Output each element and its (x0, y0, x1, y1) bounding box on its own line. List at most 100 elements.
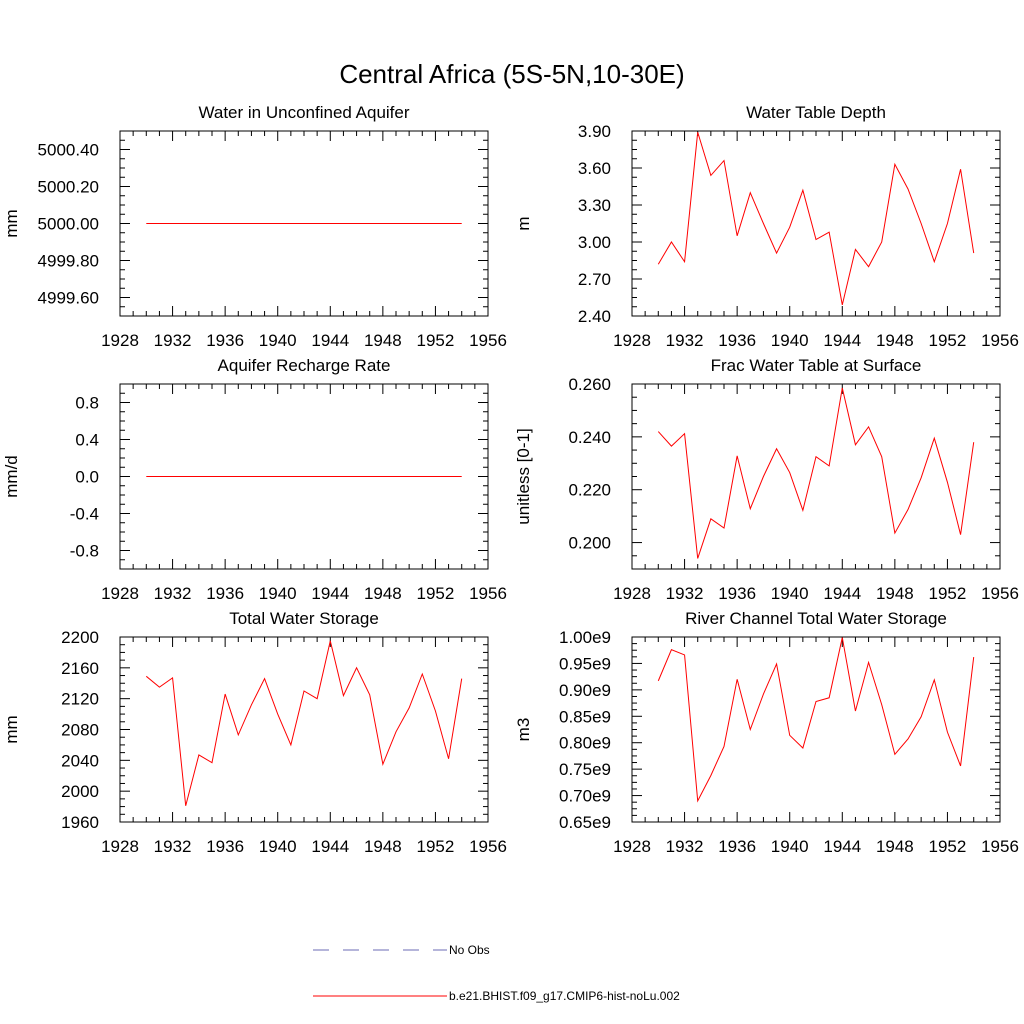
x-tick-label: 1928 (613, 584, 651, 603)
y-tick-label: 2000 (61, 782, 99, 801)
x-tick-label: 1956 (981, 331, 1019, 350)
chart-panel-3: Aquifer Recharge Rate mm/d 1928 1932 1936 194… (2, 356, 507, 603)
chart-panel-6: River Channel Total Water Storage m3 1928 1… (514, 609, 1019, 856)
x-tick-label: 1928 (613, 331, 651, 350)
x-tick-label: 1948 (876, 584, 914, 603)
y-tick-label: 5000.40 (38, 141, 99, 160)
y-axis-label: mm (2, 209, 21, 237)
x-tick-label: 1956 (469, 584, 507, 603)
y-tick-label: 0.200 (568, 534, 611, 553)
y-tick-label: 0.70e9 (559, 787, 611, 806)
chart-panels: Water in Unconfined Aquifer mm 1928 1932 193… (2, 103, 1019, 856)
legend: No Obs b.e21.BHIST.f09_g17.CMIP6-hist-no… (313, 943, 680, 1003)
x-tick-label: 1928 (101, 331, 139, 350)
plot-frame (631, 636, 1001, 823)
y-tick-label: 2200 (61, 628, 99, 647)
y-tick-label: 5000.20 (38, 178, 99, 197)
x-tick-label: 1940 (259, 331, 297, 350)
y-axis-label: unitless [0-1] (514, 428, 533, 524)
y-tick-label: -0.8 (70, 542, 99, 561)
chart-panel-2: Water Table Depth m 1928 1932 1936 1940 1944 19… (514, 103, 1019, 350)
series-line (657, 132, 975, 306)
panel-title: Water Table Depth (746, 103, 886, 122)
legend-label-model-run: b.e21.BHIST.f09_g17.CMIP6-hist-noLu.002 (449, 989, 680, 1003)
plot-frame (119, 636, 489, 823)
figure-title: Central Africa (5S-5N,10-30E) (339, 59, 684, 89)
legend-label-no-obs: No Obs (449, 943, 490, 957)
x-tick-label: 1952 (929, 584, 967, 603)
y-tick-label: 0.240 (568, 428, 611, 447)
panel-title: Aquifer Recharge Rate (218, 356, 391, 375)
y-tick-label: 5000.00 (38, 215, 99, 234)
y-tick-label: 0.65e9 (559, 813, 611, 832)
y-tick-label: 2160 (61, 659, 99, 678)
y-tick-label: 4999.80 (38, 252, 99, 271)
x-tick-label: 1936 (718, 837, 756, 856)
y-tick-label: 1.00e9 (559, 628, 611, 647)
y-tick-label: -0.4 (70, 505, 99, 524)
x-tick-label: 1940 (259, 837, 297, 856)
y-tick-label: 0.220 (568, 481, 611, 500)
x-tick-label: 1940 (771, 331, 809, 350)
x-tick-label: 1928 (101, 837, 139, 856)
y-tick-label: 2.70 (578, 270, 611, 289)
x-tick-label: 1948 (364, 837, 402, 856)
x-tick-label: 1944 (823, 331, 861, 350)
x-tick-label: 1936 (718, 331, 756, 350)
x-tick-label: 1928 (613, 837, 651, 856)
x-tick-label: 1936 (206, 837, 244, 856)
y-tick-label: 0.260 (568, 375, 611, 394)
chart-panel-4: Frac Water Table at Surface unitless [0-1… (514, 356, 1019, 603)
x-tick-label: 1932 (154, 584, 192, 603)
x-tick-label: 1952 (417, 331, 455, 350)
x-tick-label: 1932 (666, 837, 704, 856)
plot-frame (631, 383, 1001, 570)
y-tick-label: 0.85e9 (559, 707, 611, 726)
x-tick-label: 1956 (981, 584, 1019, 603)
panel-title: Water in Unconfined Aquifer (198, 103, 409, 122)
panel-title: Total Water Storage (229, 609, 379, 628)
y-tick-label: 3.30 (578, 196, 611, 215)
chart-panel-1: Water in Unconfined Aquifer mm 1928 1932 193… (2, 103, 507, 350)
x-tick-label: 1944 (311, 837, 349, 856)
x-tick-label: 1932 (154, 837, 192, 856)
y-tick-label: 0.80e9 (559, 734, 611, 753)
series-line (657, 387, 975, 559)
x-tick-label: 1956 (469, 331, 507, 350)
x-tick-label: 1932 (154, 331, 192, 350)
x-tick-label: 1932 (666, 331, 704, 350)
x-tick-label: 1940 (259, 584, 297, 603)
x-tick-label: 1952 (417, 837, 455, 856)
y-tick-label: 3.90 (578, 122, 611, 141)
y-axis-label: m (514, 216, 533, 230)
x-tick-label: 1948 (364, 584, 402, 603)
series-line (145, 640, 463, 806)
y-tick-label: 0.0 (75, 468, 99, 487)
x-tick-label: 1948 (876, 331, 914, 350)
x-tick-label: 1932 (666, 584, 704, 603)
y-tick-label: 4999.60 (38, 289, 99, 308)
y-tick-label: 1960 (61, 813, 99, 832)
y-tick-label: 3.60 (578, 159, 611, 178)
y-tick-label: 2120 (61, 690, 99, 709)
y-tick-label: 0.75e9 (559, 760, 611, 779)
x-tick-label: 1952 (417, 584, 455, 603)
x-tick-label: 1952 (929, 837, 967, 856)
y-tick-label: 0.90e9 (559, 681, 611, 700)
y-axis-label: mm (2, 715, 21, 743)
y-tick-label: 0.8 (75, 394, 99, 413)
x-tick-label: 1940 (771, 584, 809, 603)
y-tick-label: 0.4 (75, 431, 99, 450)
y-axis-label: mm/d (2, 455, 21, 498)
x-tick-label: 1936 (206, 331, 244, 350)
y-tick-label: 2040 (61, 751, 99, 770)
y-tick-label: 2080 (61, 721, 99, 740)
panel-title: River Channel Total Water Storage (685, 609, 947, 628)
x-tick-label: 1948 (364, 331, 402, 350)
plot-frame (631, 130, 1001, 317)
chart-panel-5: Total Water Storage mm 1928 1932 1936 1940 194… (2, 609, 507, 856)
x-tick-label: 1952 (929, 331, 967, 350)
x-tick-label: 1936 (206, 584, 244, 603)
